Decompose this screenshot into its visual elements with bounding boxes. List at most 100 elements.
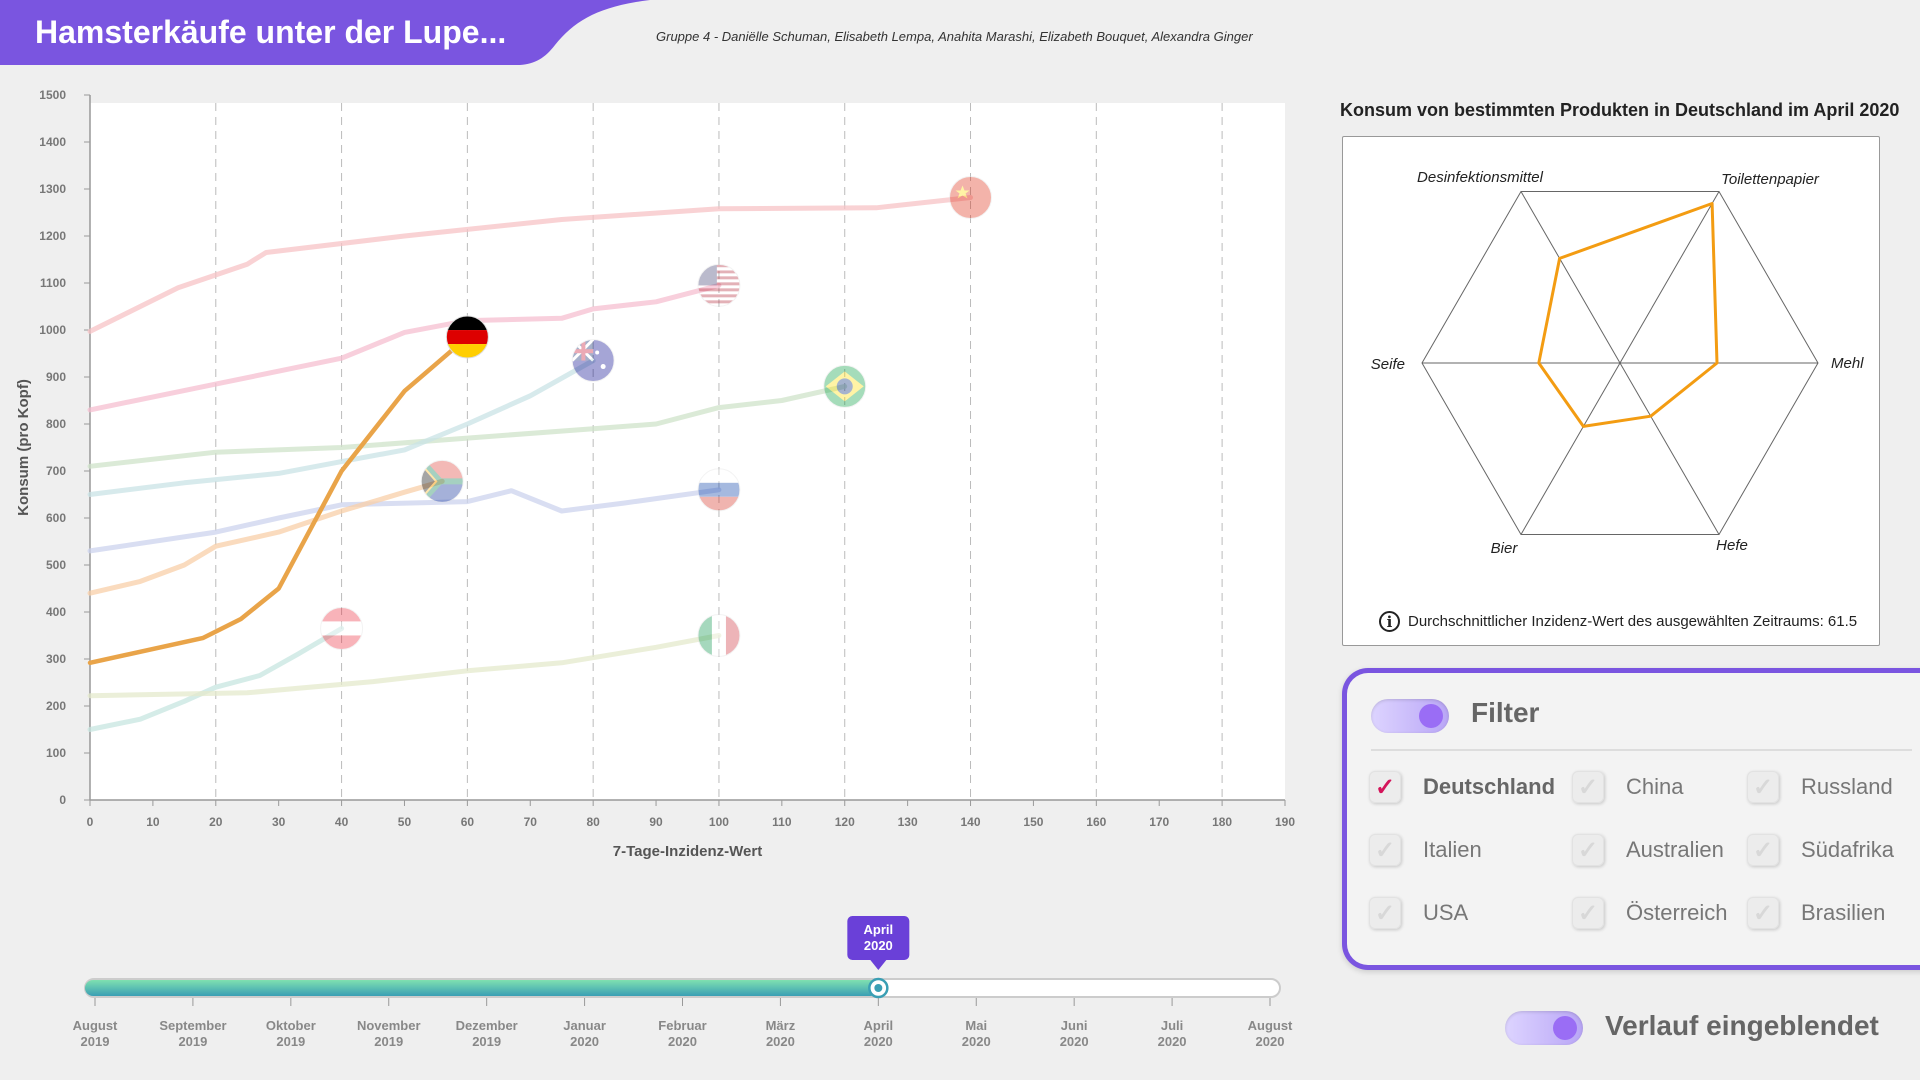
checkbox-label: USA bbox=[1423, 900, 1469, 925]
filter-item-australien[interactable]: ✓ Australien bbox=[1572, 834, 1724, 866]
timeline-month-label[interactable]: Dezember bbox=[456, 1018, 518, 1033]
flag-australien-icon[interactable] bbox=[571, 339, 615, 383]
radar-axis-label: Toilettenpapier bbox=[1721, 171, 1820, 188]
radar-info-text: Durchschnittlicher Inzidenz-Wert des aus… bbox=[1408, 613, 1858, 630]
filter-item-italien[interactable]: ✓ Italien bbox=[1369, 834, 1482, 866]
timeline-month-label[interactable]: September bbox=[159, 1018, 226, 1033]
timeline-month-label[interactable]: August bbox=[73, 1018, 118, 1033]
checkbox[interactable]: ✓ bbox=[1747, 834, 1779, 866]
incidence-line-chart[interactable]: 0 10 20 30 40 50 60 70 80 90 100 110 120 130 140 150 160… bbox=[0, 70, 1310, 870]
timeline-month-label[interactable]: Januar bbox=[563, 1018, 606, 1033]
flag-deutschland-icon[interactable] bbox=[445, 315, 489, 359]
x-tick-label: 20 bbox=[209, 815, 223, 829]
timeline-month-label[interactable]: Februar bbox=[658, 1018, 706, 1033]
timeline-slider[interactable]: April2020August2019September2019Oktober2… bbox=[0, 900, 1320, 1060]
filter-item-china[interactable]: ✓ China bbox=[1572, 771, 1683, 803]
filter-toggle[interactable] bbox=[1371, 699, 1449, 733]
flag-oesterreich-icon[interactable] bbox=[320, 606, 364, 650]
x-tick-label: 30 bbox=[272, 815, 286, 829]
x-tick-label: 190 bbox=[1275, 815, 1295, 829]
x-tick-label: 100 bbox=[709, 815, 729, 829]
y-axis-label: Konsum (pro Kopf) bbox=[15, 379, 32, 516]
y-tick-label: 0 bbox=[59, 793, 66, 807]
checkbox[interactable]: ✓ bbox=[1369, 897, 1401, 929]
filter-item-brasilien[interactable]: ✓ Brasilien bbox=[1747, 897, 1885, 929]
timeline-month-label[interactable]: Juni bbox=[1061, 1018, 1088, 1033]
timeline-year-label: 2020 bbox=[766, 1034, 795, 1049]
y-tick-label: 1100 bbox=[40, 276, 66, 290]
timeline-year-label: 2019 bbox=[374, 1034, 403, 1049]
checkbox[interactable]: ✓ bbox=[1369, 834, 1401, 866]
timeline-month-label[interactable]: März bbox=[766, 1018, 796, 1033]
tooltip-year: 2020 bbox=[864, 938, 893, 953]
x-tick-label: 130 bbox=[898, 815, 918, 829]
series-line-deutschland[interactable] bbox=[87, 334, 470, 666]
radar-axis-label: Bier bbox=[1491, 540, 1519, 557]
y-tick-label: 900 bbox=[46, 370, 66, 384]
x-tick-label: 170 bbox=[1149, 815, 1169, 829]
y-tick-label: 1500 bbox=[39, 88, 66, 102]
filter-panel: Filter ✓ Deutschland ✓ China ✓ Russland ✓ Itali… bbox=[1342, 668, 1920, 970]
radar-spoke bbox=[1619, 191, 1720, 364]
banner-shape bbox=[0, 0, 650, 65]
checkbox[interactable]: ✓ bbox=[1747, 771, 1779, 803]
toggle-knob bbox=[1419, 704, 1443, 728]
checkbox[interactable]: ✓ bbox=[1747, 897, 1779, 929]
flag-suedafrika-icon[interactable] bbox=[420, 459, 464, 503]
checkbox-label: Italien bbox=[1423, 837, 1482, 862]
filter-item-deutschland[interactable]: ✓ Deutschland bbox=[1369, 771, 1555, 803]
timeline-year-label: 2019 bbox=[81, 1034, 110, 1049]
checkbox[interactable]: ✓ bbox=[1369, 771, 1401, 803]
radar-axis-label: Desinfektionsmittel bbox=[1417, 169, 1544, 186]
timeline-year-label: 2020 bbox=[668, 1034, 697, 1049]
checkbox[interactable]: ✓ bbox=[1572, 897, 1604, 929]
checkbox-label: Australien bbox=[1626, 837, 1724, 862]
series-line-china[interactable] bbox=[87, 195, 973, 334]
x-tick-label: 180 bbox=[1212, 815, 1232, 829]
radar-axis-label: Seife bbox=[1371, 356, 1405, 373]
timeline-tooltip bbox=[847, 916, 910, 960]
series-line-australien[interactable] bbox=[87, 358, 596, 497]
flag-russland-icon[interactable] bbox=[697, 468, 741, 512]
title-banner: Hamsterkäufe unter der Lupe... bbox=[0, 0, 650, 66]
timeline-month-label[interactable]: Mai bbox=[965, 1018, 987, 1033]
y-tick-label: 1300 bbox=[39, 182, 66, 196]
filter-item-russland[interactable]: ✓ Russland bbox=[1747, 771, 1893, 803]
series-line-oesterreich[interactable] bbox=[87, 626, 345, 732]
x-tick-label: 120 bbox=[835, 815, 855, 829]
timeline-month-label[interactable]: Oktober bbox=[266, 1018, 316, 1033]
filter-label: Filter bbox=[1471, 697, 1540, 728]
toggle-knob bbox=[1553, 1016, 1577, 1040]
filter-item-österreich[interactable]: ✓ Österreich bbox=[1572, 897, 1727, 929]
radar-spoke bbox=[1520, 362, 1621, 535]
checkbox[interactable]: ✓ bbox=[1572, 771, 1604, 803]
timeline-month-label[interactable]: Juli bbox=[1161, 1018, 1183, 1033]
timeline-month-label[interactable]: April bbox=[864, 1018, 894, 1033]
timeline-year-label: 2019 bbox=[472, 1034, 501, 1049]
filter-item-usa[interactable]: ✓ USA bbox=[1369, 897, 1468, 929]
filter-item-südafrika[interactable]: ✓ Südafrika bbox=[1747, 834, 1894, 866]
series-line-suedafrika[interactable] bbox=[87, 478, 445, 596]
verlauf-toggle[interactable] bbox=[1505, 1011, 1583, 1045]
x-axis-label: 7-Tage-Inzidenz-Wert bbox=[613, 843, 762, 860]
series-line-italien[interactable] bbox=[87, 633, 722, 699]
radar-spoke bbox=[1619, 362, 1720, 535]
series-line-brasilien[interactable] bbox=[87, 383, 848, 469]
flag-brasilien-icon[interactable] bbox=[823, 364, 867, 408]
filter-divider bbox=[1371, 749, 1912, 751]
checkbox[interactable]: ✓ bbox=[1572, 834, 1604, 866]
y-tick-label: 200 bbox=[46, 699, 66, 713]
x-tick-label: 70 bbox=[524, 815, 538, 829]
radar-chart-box: Desinfektionsmittel Toilettenpapier Mehl He… bbox=[1342, 136, 1880, 646]
x-tick-label: 140 bbox=[961, 815, 981, 829]
timeline-year-label: 2020 bbox=[1256, 1034, 1285, 1049]
timeline-year-label: 2019 bbox=[276, 1034, 305, 1049]
y-tick-label: 800 bbox=[46, 417, 66, 431]
radar-value-polygon bbox=[1537, 202, 1719, 428]
timeline-month-label[interactable]: August bbox=[1248, 1018, 1293, 1033]
timeline-month-label[interactable]: November bbox=[357, 1018, 421, 1033]
x-tick-label: 40 bbox=[335, 815, 349, 829]
flag-italien-icon[interactable] bbox=[697, 614, 741, 657]
flag-china-icon[interactable] bbox=[949, 175, 993, 219]
series-line-russland[interactable] bbox=[87, 487, 722, 554]
